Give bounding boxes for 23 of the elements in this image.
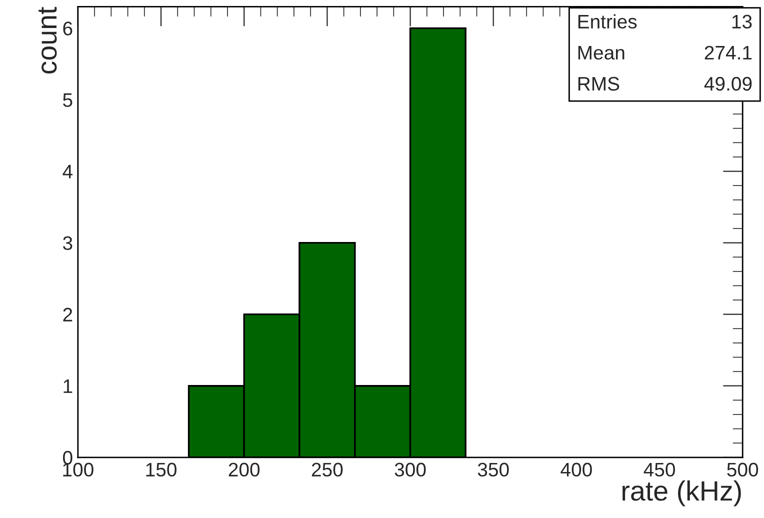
y-tick-label: 5 [63, 93, 72, 107]
x-tick-label: 400 [560, 462, 592, 477]
annotation: 13 [732, 14, 752, 29]
annotation: 49.09 [704, 76, 752, 91]
x-axis-title: rate (kHz) [622, 480, 741, 506]
y-tick-label: 6 [63, 22, 72, 36]
y-tick-label: 1 [64, 380, 72, 393]
annotation: Mean [578, 46, 624, 60]
x-tick-label: 100 [63, 462, 94, 477]
x-tick-label: 350 [478, 462, 509, 477]
annotation: 274.1 [704, 46, 752, 60]
x-tick-label: 150 [146, 462, 176, 477]
y-tick-label: 3 [62, 236, 72, 250]
x-tick-label: 500 [727, 462, 758, 477]
x-tick-label: 450 [644, 462, 675, 477]
y-tick-label: 4 [62, 164, 72, 178]
annotation: RMS [578, 76, 620, 91]
x-tick-label: 300 [394, 462, 426, 477]
x-tick-label: 200 [228, 462, 260, 477]
y-tick-label: 2 [63, 308, 72, 322]
annotation: Entries [578, 14, 637, 29]
y-axis-title: count [38, 6, 57, 74]
x-tick-label: 250 [312, 462, 343, 477]
